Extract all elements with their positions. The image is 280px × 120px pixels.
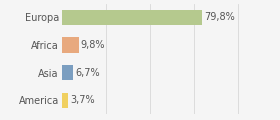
Text: 3,7%: 3,7% <box>70 95 94 105</box>
Bar <box>62 65 73 80</box>
Bar <box>62 93 68 108</box>
Text: 6,7%: 6,7% <box>75 68 100 78</box>
Text: 9,8%: 9,8% <box>81 40 105 50</box>
Bar <box>62 10 202 25</box>
Text: 79,8%: 79,8% <box>204 12 235 22</box>
Bar <box>62 37 79 53</box>
